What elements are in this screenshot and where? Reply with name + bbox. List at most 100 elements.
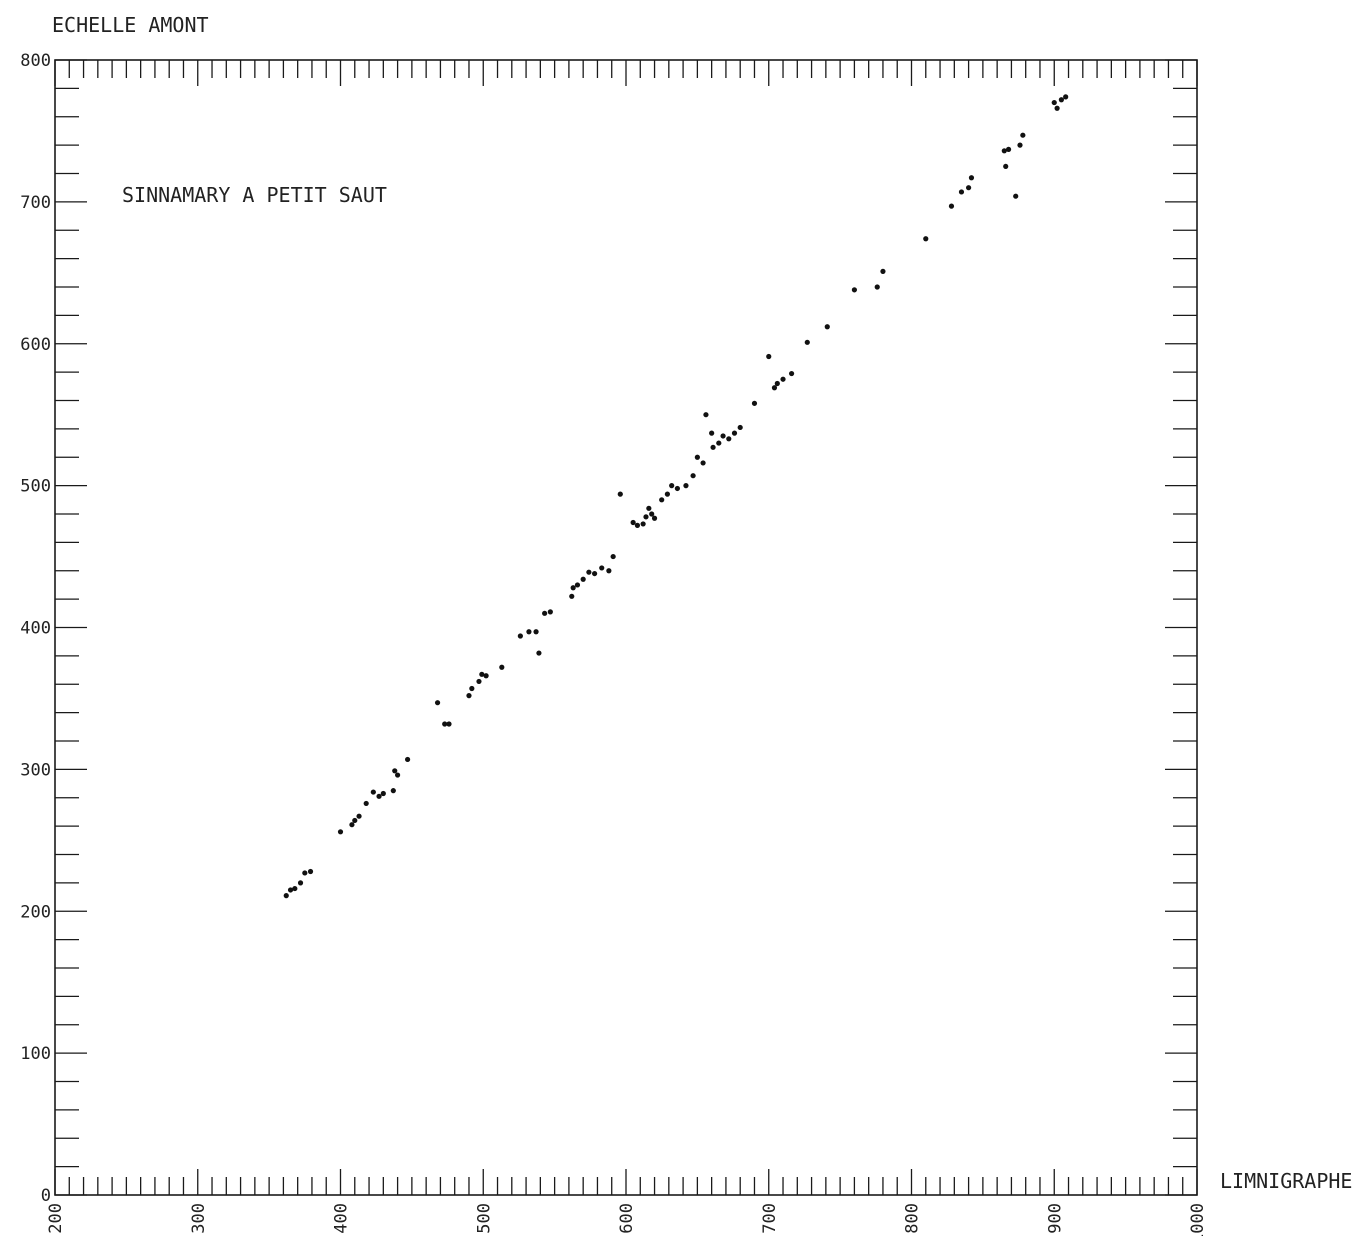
data-point [349, 822, 355, 828]
data-point [634, 522, 641, 528]
data-point [751, 400, 758, 406]
x-tick-label: 600 [617, 1203, 637, 1234]
data-point [479, 671, 485, 677]
data-point [599, 565, 605, 571]
data-point [547, 609, 553, 615]
data-point [703, 412, 709, 418]
data-point [651, 515, 658, 521]
x-tick-label: 200 [46, 1203, 66, 1234]
data-point [851, 287, 858, 293]
x-tick-label: 900 [1045, 1203, 1065, 1234]
data-point [1020, 132, 1026, 138]
data-point [1003, 163, 1009, 170]
data-point [880, 268, 886, 274]
data-point [649, 511, 655, 517]
chart-title: SINNAMARY A PETIT SAUT [122, 183, 387, 207]
y-tick-label: 100 [20, 1044, 51, 1064]
data-point [307, 868, 314, 875]
data-point [337, 829, 344, 835]
data-point [1013, 193, 1019, 199]
data-point [376, 793, 382, 799]
data-point [574, 582, 581, 588]
data-point [591, 570, 598, 577]
data-point [1054, 105, 1060, 111]
data-point [570, 585, 576, 591]
data-point [469, 685, 475, 692]
tick-marks [54, 59, 1198, 1196]
data-point [1058, 97, 1064, 103]
x-axis-title: LIMNIGRAPHE [1220, 1169, 1352, 1193]
x-tick-label: 400 [332, 1203, 352, 1234]
data-point [824, 324, 830, 330]
data-point [483, 673, 489, 679]
y-tick-label: 700 [20, 193, 51, 213]
data-point [1001, 148, 1007, 154]
data-point [700, 460, 706, 466]
data-point [716, 440, 722, 446]
y-tick-label: 200 [20, 902, 51, 922]
data-point [356, 813, 362, 819]
x-tick-label: 800 [903, 1203, 923, 1234]
data-point [646, 505, 652, 511]
data-point [874, 284, 880, 290]
data-point [536, 650, 542, 656]
data-point [766, 353, 772, 360]
data-point [788, 370, 795, 377]
x-tick-label: 500 [474, 1203, 494, 1234]
data-point [643, 514, 649, 520]
data-point [283, 893, 289, 899]
data-point [664, 491, 670, 497]
data-point [580, 576, 586, 582]
data-point [466, 693, 472, 699]
data-point [780, 376, 786, 382]
data-point [1017, 142, 1023, 148]
data-point [499, 664, 505, 670]
data-point [302, 870, 308, 876]
data-point [617, 491, 623, 497]
y-tick-label: 0 [41, 1186, 51, 1206]
data-point [1063, 94, 1069, 100]
data-point [737, 424, 743, 431]
data-point [297, 880, 304, 886]
data-point [370, 789, 376, 795]
x-tick-label: 300 [189, 1203, 209, 1234]
data-point [526, 629, 532, 635]
data-point [404, 756, 411, 763]
data-point [690, 473, 696, 479]
data-point [923, 236, 929, 242]
plot-frame [54, 59, 1198, 1196]
data-point [395, 772, 401, 778]
data-point [968, 175, 975, 181]
data-point [610, 553, 616, 560]
data-point [390, 788, 396, 794]
data-point [1005, 146, 1012, 152]
data-point [1051, 99, 1057, 106]
y-tick-label: 600 [20, 335, 51, 355]
data-point [771, 385, 778, 391]
data-point [606, 568, 612, 574]
data-point [630, 519, 636, 526]
y-tick-label: 800 [20, 51, 51, 71]
data-point [363, 800, 369, 807]
data-point [380, 790, 386, 797]
data-point [683, 483, 689, 489]
x-tick-labels: 200 300 400 500 600 700 800 900 1000 [46, 1203, 1208, 1236]
data-point [434, 700, 441, 706]
data-point [542, 610, 548, 616]
data-point [569, 593, 575, 599]
data-point [694, 454, 700, 460]
data-point [442, 721, 448, 727]
y-tick-label: 500 [20, 477, 51, 497]
data-point [640, 521, 646, 527]
data-point [958, 189, 965, 195]
data-point [674, 485, 680, 492]
data-point [731, 430, 738, 436]
data-point [533, 629, 539, 635]
data-points [283, 94, 1069, 899]
data-point [392, 768, 398, 774]
data-point [720, 433, 726, 439]
data-point [966, 185, 972, 191]
data-point [586, 569, 592, 575]
data-point [710, 444, 716, 450]
